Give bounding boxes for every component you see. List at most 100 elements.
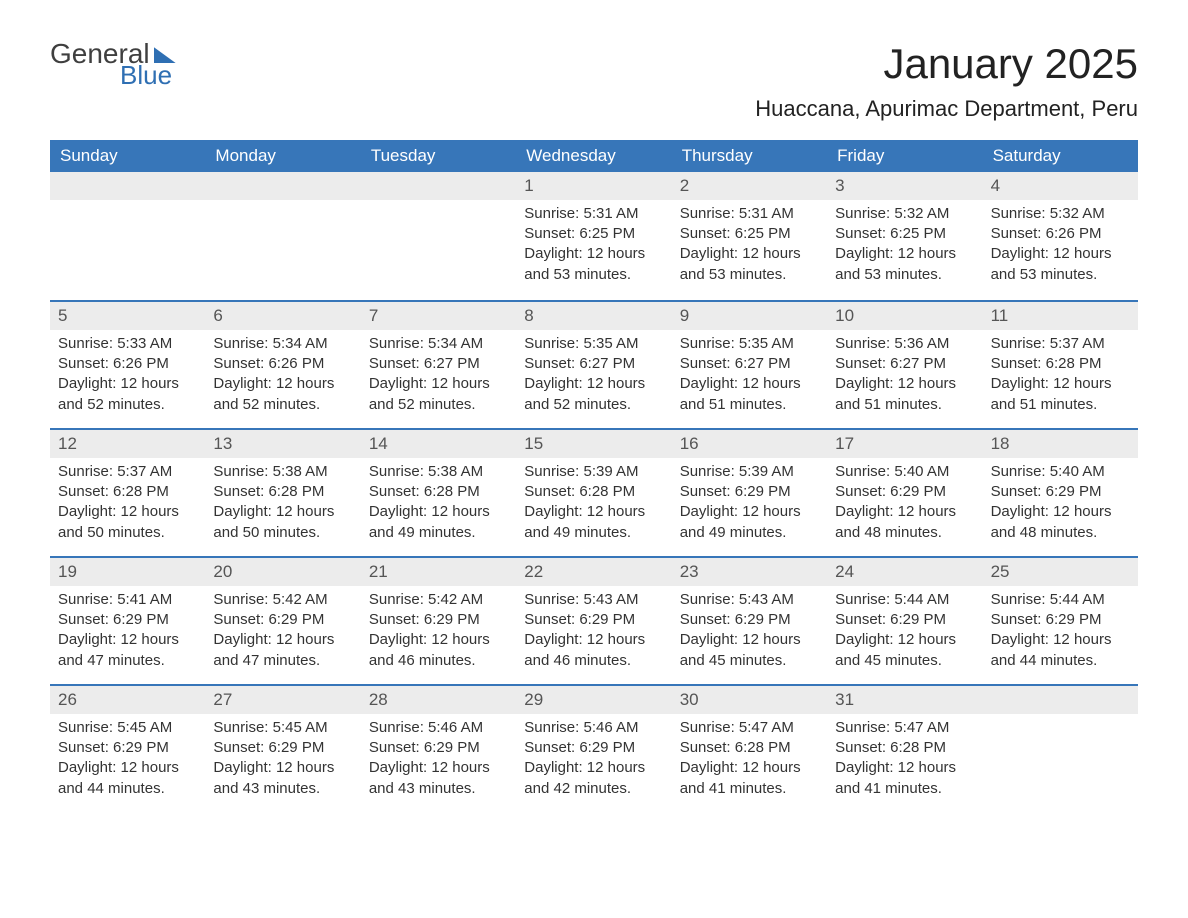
- sunrise-line: Sunrise: 5:34 AM: [369, 334, 508, 354]
- daylight-line: Daylight: 12 hours and 53 minutes.: [991, 244, 1130, 285]
- sunrise-line: Sunrise: 5:45 AM: [58, 718, 197, 738]
- day-details: Sunrise: 5:39 AMSunset: 6:29 PMDaylight:…: [672, 458, 827, 553]
- sunset-line: Sunset: 6:29 PM: [835, 610, 974, 630]
- sunrise-line: Sunrise: 5:44 AM: [991, 590, 1130, 610]
- sunset-line: Sunset: 6:28 PM: [213, 482, 352, 502]
- sunrise-line: Sunrise: 5:42 AM: [213, 590, 352, 610]
- daylight-line: Daylight: 12 hours and 52 minutes.: [524, 374, 663, 415]
- daylight-line: Daylight: 12 hours and 47 minutes.: [213, 630, 352, 671]
- day-details: Sunrise: 5:46 AMSunset: 6:29 PMDaylight:…: [516, 714, 671, 809]
- sunset-line: Sunset: 6:28 PM: [991, 354, 1130, 374]
- day-number: 5: [50, 302, 205, 330]
- sunset-line: Sunset: 6:28 PM: [58, 482, 197, 502]
- sunrise-line: Sunrise: 5:40 AM: [991, 462, 1130, 482]
- sunset-line: Sunset: 6:29 PM: [369, 738, 508, 758]
- sunset-line: Sunset: 6:25 PM: [835, 224, 974, 244]
- day-number: 1: [516, 172, 671, 200]
- sunrise-line: Sunrise: 5:39 AM: [524, 462, 663, 482]
- sunrise-line: Sunrise: 5:32 AM: [991, 204, 1130, 224]
- calendar-day-cell: [361, 172, 516, 300]
- day-number: 6: [205, 302, 360, 330]
- day-number: 14: [361, 430, 516, 458]
- day-number: 8: [516, 302, 671, 330]
- sunset-line: Sunset: 6:29 PM: [991, 482, 1130, 502]
- day-number: 19: [50, 558, 205, 586]
- day-number: 13: [205, 430, 360, 458]
- month-title: January 2025: [755, 40, 1138, 88]
- calendar-day-cell: 27Sunrise: 5:45 AMSunset: 6:29 PMDayligh…: [205, 686, 360, 812]
- day-details: Sunrise: 5:44 AMSunset: 6:29 PMDaylight:…: [827, 586, 982, 681]
- sunset-line: Sunset: 6:27 PM: [680, 354, 819, 374]
- day-number: [983, 686, 1138, 714]
- day-number: 22: [516, 558, 671, 586]
- daylight-line: Daylight: 12 hours and 51 minutes.: [835, 374, 974, 415]
- sunset-line: Sunset: 6:29 PM: [213, 610, 352, 630]
- sunset-line: Sunset: 6:29 PM: [680, 482, 819, 502]
- day-details: Sunrise: 5:47 AMSunset: 6:28 PMDaylight:…: [827, 714, 982, 809]
- calendar-day-cell: 7Sunrise: 5:34 AMSunset: 6:27 PMDaylight…: [361, 302, 516, 428]
- daylight-line: Daylight: 12 hours and 41 minutes.: [835, 758, 974, 799]
- calendar-day-cell: 24Sunrise: 5:44 AMSunset: 6:29 PMDayligh…: [827, 558, 982, 684]
- calendar-day-cell: 5 Sunrise: 5:33 AMSunset: 6:26 PMDaylight…: [50, 302, 205, 428]
- calendar-day-cell: 12Sunrise: 5:37 AMSunset: 6:28 PMDayligh…: [50, 430, 205, 556]
- daylight-line: Daylight: 12 hours and 53 minutes.: [680, 244, 819, 285]
- sunset-line: Sunset: 6:29 PM: [524, 738, 663, 758]
- day-details: Sunrise: 5:45 AMSunset: 6:29 PMDaylight:…: [205, 714, 360, 809]
- sunset-line: Sunset: 6:29 PM: [58, 610, 197, 630]
- sunset-line: Sunset: 6:29 PM: [835, 482, 974, 502]
- daylight-line: Daylight: 12 hours and 53 minutes.: [835, 244, 974, 285]
- day-number: 9: [672, 302, 827, 330]
- sunrise-line: Sunrise: 5:37 AM: [58, 462, 197, 482]
- calendar-week-row: 5Sunrise: 5:33 AMSunset: 6:26 PMDaylight…: [50, 300, 1138, 428]
- day-of-week-header: Wednesday: [516, 140, 671, 172]
- day-number: 11: [983, 302, 1138, 330]
- day-details: Sunrise: 5:31 AMSunset: 6:25 PMDaylight:…: [516, 200, 671, 295]
- day-number: 16: [672, 430, 827, 458]
- daylight-line: Daylight: 12 hours and 52 minutes.: [58, 374, 197, 415]
- sunrise-line: Sunrise: 5:41 AM: [58, 590, 197, 610]
- sunset-line: Sunset: 6:26 PM: [58, 354, 197, 374]
- daylight-line: Daylight: 12 hours and 50 minutes.: [213, 502, 352, 543]
- sunrise-line: Sunrise: 5:40 AM: [835, 462, 974, 482]
- daylight-line: Daylight: 12 hours and 48 minutes.: [835, 502, 974, 543]
- sunset-line: Sunset: 6:25 PM: [680, 224, 819, 244]
- calendar-day-cell: 18Sunrise: 5:40 AMSunset: 6:29 PMDayligh…: [983, 430, 1138, 556]
- sunrise-line: Sunrise: 5:39 AM: [680, 462, 819, 482]
- calendar-day-cell: [983, 686, 1138, 812]
- calendar-day-cell: 25Sunrise: 5:44 AMSunset: 6:29 PMDayligh…: [983, 558, 1138, 684]
- sunrise-line: Sunrise: 5:33 AM: [58, 334, 197, 354]
- day-number: 24: [827, 558, 982, 586]
- day-number: 31: [827, 686, 982, 714]
- sunrise-line: Sunrise: 5:47 AM: [680, 718, 819, 738]
- calendar-table: SundayMondayTuesdayWednesdayThursdayFrid…: [50, 140, 1138, 812]
- sunset-line: Sunset: 6:27 PM: [524, 354, 663, 374]
- day-details: Sunrise: 5:40 AMSunset: 6:29 PMDaylight:…: [983, 458, 1138, 553]
- day-number: 25: [983, 558, 1138, 586]
- day-details: Sunrise: 5:41 AMSunset: 6:29 PMDaylight:…: [50, 586, 205, 681]
- calendar-day-cell: 10Sunrise: 5:36 AMSunset: 6:27 PMDayligh…: [827, 302, 982, 428]
- day-of-week-header: Monday: [205, 140, 360, 172]
- day-number: 21: [361, 558, 516, 586]
- calendar-day-cell: 3Sunrise: 5:32 AMSunset: 6:25 PMDaylight…: [827, 172, 982, 300]
- calendar-day-cell: 4Sunrise: 5:32 AMSunset: 6:26 PMDaylight…: [983, 172, 1138, 300]
- daylight-line: Daylight: 12 hours and 52 minutes.: [369, 374, 508, 415]
- daylight-line: Daylight: 12 hours and 46 minutes.: [369, 630, 508, 671]
- calendar-day-cell: [50, 172, 205, 300]
- day-number: 3: [827, 172, 982, 200]
- calendar-day-cell: 21Sunrise: 5:42 AMSunset: 6:29 PMDayligh…: [361, 558, 516, 684]
- day-details: Sunrise: 5:31 AMSunset: 6:25 PMDaylight:…: [672, 200, 827, 295]
- daylight-line: Daylight: 12 hours and 47 minutes.: [58, 630, 197, 671]
- calendar-day-cell: 29Sunrise: 5:46 AMSunset: 6:29 PMDayligh…: [516, 686, 671, 812]
- calendar-day-cell: 13 Sunrise: 5:38 AMSunset: 6:28 PMDayligh…: [205, 430, 360, 556]
- day-details: Sunrise: 5:45 AMSunset: 6:29 PMDaylight:…: [50, 714, 205, 809]
- sunset-line: Sunset: 6:29 PM: [369, 610, 508, 630]
- sunset-line: Sunset: 6:28 PM: [369, 482, 508, 502]
- daylight-line: Daylight: 12 hours and 53 minutes.: [524, 244, 663, 285]
- calendar-day-cell: 1Sunrise: 5:31 AMSunset: 6:25 PMDaylight…: [516, 172, 671, 300]
- calendar-day-cell: 16Sunrise: 5:39 AMSunset: 6:29 PMDayligh…: [672, 430, 827, 556]
- calendar-day-cell: 19Sunrise: 5:41 AMSunset: 6:29 PMDayligh…: [50, 558, 205, 684]
- sunset-line: Sunset: 6:27 PM: [369, 354, 508, 374]
- sunset-line: Sunset: 6:29 PM: [213, 738, 352, 758]
- day-of-week-header: Thursday: [672, 140, 827, 172]
- sunrise-line: Sunrise: 5:38 AM: [213, 462, 352, 482]
